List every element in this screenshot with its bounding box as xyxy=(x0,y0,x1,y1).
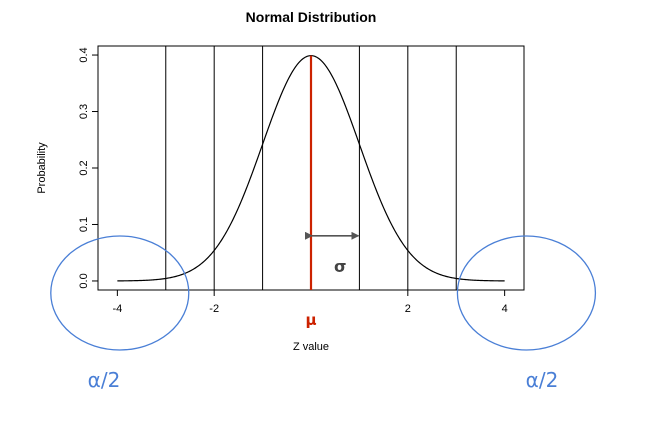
sd-vertical-lines xyxy=(165,46,457,290)
y-tick-label: 0.1 xyxy=(78,217,90,232)
y-tick-label: 0.2 xyxy=(78,160,90,175)
right-tail-circle xyxy=(456,235,597,351)
left-alpha-label: α/2 xyxy=(88,368,121,392)
x-tick-label: -2 xyxy=(209,303,219,315)
chart-title: Normal Distribution xyxy=(246,9,377,25)
y-axis-label: Probability xyxy=(36,142,48,194)
left-tail-circle xyxy=(50,235,190,351)
y-tick-label: 0.0 xyxy=(78,273,90,288)
x-axis: -4 -2 2 4 xyxy=(112,290,508,315)
x-tick-label: 4 xyxy=(502,303,508,315)
x-tick-label: 2 xyxy=(405,303,411,315)
x-tick-label: -4 xyxy=(112,303,122,315)
y-tick-label: 0.4 xyxy=(78,47,90,62)
y-axis: 0.0 0.1 0.2 0.3 0.4 xyxy=(78,47,98,289)
sigma-label: σ xyxy=(334,257,346,276)
mean-label: μ xyxy=(305,311,316,329)
x-axis-label: Z value xyxy=(293,341,329,353)
normal-density-curve xyxy=(117,55,505,282)
y-tick-label: 0.3 xyxy=(78,104,90,119)
right-alpha-label: α/2 xyxy=(526,368,559,392)
